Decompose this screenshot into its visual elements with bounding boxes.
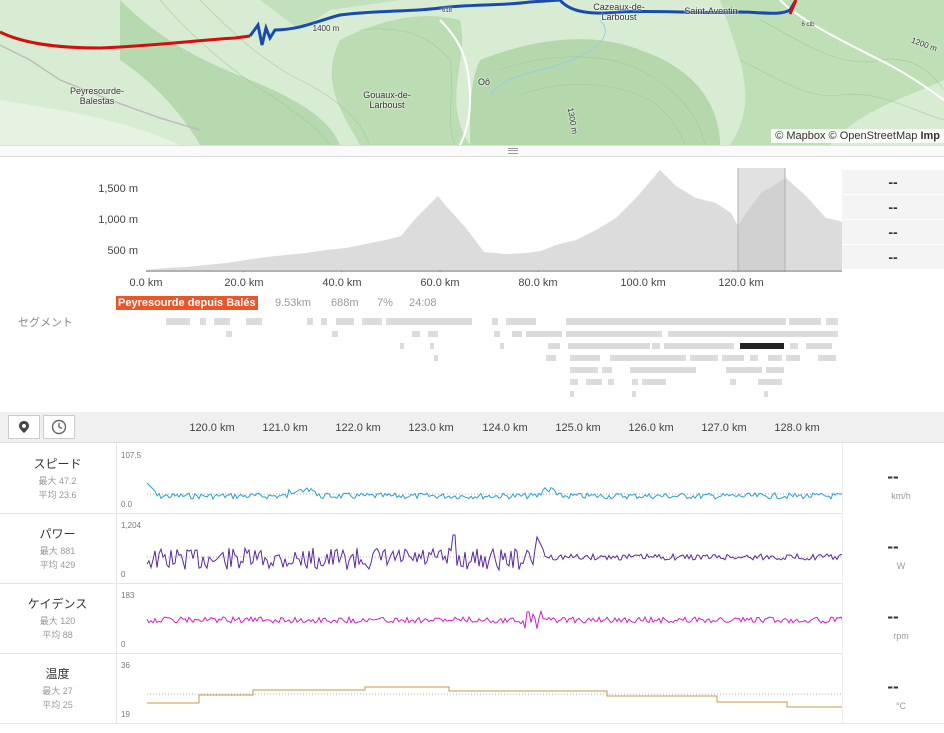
stream-value: -- <box>887 677 899 696</box>
segment-grade: 7% <box>377 297 393 309</box>
elevation-x-label: 20.0 km <box>224 277 264 289</box>
elevation-x-label: 120.0 km <box>718 277 764 289</box>
stream-unit: rpm <box>893 631 909 641</box>
stream-max: 最大 47.2 <box>38 476 77 486</box>
stream-title: 温度 <box>45 667 70 681</box>
stream-x-label: 126.0 km <box>628 422 674 434</box>
segment-distance: 9.53km <box>275 297 312 309</box>
stream-value: -- <box>887 537 899 556</box>
stream-x-label: 120.0 km <box>189 422 235 434</box>
stream-y-max: 1,204 <box>121 521 142 530</box>
stream-avg: 平均 25 <box>42 700 73 710</box>
temperature-series-line <box>147 686 843 708</box>
stream-max: 最大 881 <box>39 546 76 556</box>
elevation-x-label: 60.0 km <box>420 277 460 289</box>
stream-title: ケイデンス <box>27 597 88 611</box>
map-label-cazeaux: Cazeaux-de- Larboust <box>593 2 645 22</box>
elevation-chart[interactable] <box>146 168 842 272</box>
stream-chart-area[interactable] <box>116 653 843 723</box>
stream-unit: W <box>896 561 906 571</box>
power-line-chart[interactable] <box>117 513 844 583</box>
stream-avg: 平均 23.6 <box>38 490 77 500</box>
segments-track[interactable] <box>146 316 842 400</box>
stream-y-max: 107.5 <box>121 451 142 460</box>
stream-speed[interactable]: スピード 最大 47.2 平均 23.6 107.5 0.0 -- km/h <box>0 443 944 514</box>
map-label-6ctb: 6 ctb <box>801 22 815 28</box>
cadence-series-line <box>146 609 844 629</box>
stream-power[interactable]: パワー 最大 881 平均 429 1,204 0 -- W <box>0 513 944 584</box>
stream-cadence[interactable]: ケイデンス 最大 120 平均 88 183 0 -- rpm <box>0 583 944 654</box>
pin-button[interactable] <box>8 415 40 439</box>
stream-chart-area[interactable] <box>116 443 844 513</box>
stream-x-label: 125.0 km <box>555 422 601 434</box>
clock-icon <box>51 419 67 435</box>
stream-y-max: 183 <box>121 591 135 600</box>
stream-avg: 平均 88 <box>42 630 73 640</box>
elevation-stat-2: -- <box>842 195 944 220</box>
clock-button[interactable] <box>43 415 75 439</box>
route-map[interactable]: Peyresourde- Balestas Gouaux-de- Larboust … <box>0 0 944 145</box>
stream-unit: °C <box>895 701 907 711</box>
stream-value: -- <box>887 467 899 486</box>
map-label-618: 618 <box>441 8 452 14</box>
stream-toolbar: 120.0 km 121.0 km 122.0 km 123.0 km 124.… <box>0 412 944 443</box>
elevation-y-label: 500 m <box>107 245 138 257</box>
elevation-x-label: 0.0 km <box>129 277 163 289</box>
speed-series-line <box>146 482 844 500</box>
stream-title: パワー <box>39 527 76 541</box>
power-series-line <box>146 534 844 572</box>
elevation-stat-4: -- <box>842 245 944 270</box>
stream-x-label: 122.0 km <box>335 422 381 434</box>
stream-y-min: 0.0 <box>121 500 133 509</box>
grip-icon <box>508 148 518 154</box>
stream-side-panel <box>842 653 944 723</box>
stream-side-panel <box>842 583 944 653</box>
elevation-y-label: 1,000 m <box>98 214 138 226</box>
elevation-stat-3: -- <box>842 220 944 245</box>
stream-avg: 平均 429 <box>39 560 76 570</box>
temperature-line-chart[interactable] <box>117 653 843 723</box>
stream-y-min: 0 <box>121 640 126 649</box>
map-label-oo: Oô <box>477 77 490 87</box>
map-canvas[interactable] <box>0 0 944 145</box>
cadence-line-chart[interactable] <box>117 583 844 653</box>
segment-elevation: 688m <box>331 297 359 309</box>
map-label-1400m: 1400 m <box>312 24 340 33</box>
map-resize-handle[interactable] <box>0 145 944 157</box>
map-label-gouaux: Gouaux-de- Larboust <box>363 90 411 110</box>
stream-max: 最大 27 <box>42 686 73 696</box>
stream-side-panel <box>842 443 944 513</box>
elevation-x-label: 80.0 km <box>518 277 558 289</box>
segments-label: セグメント <box>18 317 73 329</box>
stream-chart-area[interactable] <box>116 583 844 653</box>
stream-value: -- <box>887 607 899 626</box>
map-label-peyresourde: Peyresourde- Balestas <box>69 86 125 106</box>
elevation-stat-1: -- <box>842 170 944 195</box>
stream-x-label: 128.0 km <box>774 422 820 434</box>
segment-time: 24:08 <box>409 297 437 309</box>
stream-max: 最大 120 <box>39 616 76 626</box>
segment-badge[interactable]: Peyresourde depuis Balés <box>116 296 258 310</box>
stream-x-label: 127.0 km <box>701 422 747 434</box>
stream-title: スピード <box>33 457 82 471</box>
stream-y-min: 0 <box>121 570 126 579</box>
stream-x-label: 121.0 km <box>262 422 308 434</box>
speed-line-chart[interactable] <box>117 443 844 513</box>
stream-x-label: 124.0 km <box>482 422 528 434</box>
stream-y-max: 36 <box>121 661 130 670</box>
stream-unit: km/h <box>891 491 911 501</box>
stream-side-panel <box>842 513 944 583</box>
map-label-saint-aventin: Saint-Aventin <box>684 6 738 16</box>
elevation-y-label: 1,500 m <box>98 183 138 195</box>
elevation-x-label: 40.0 km <box>322 277 362 289</box>
stream-x-label: 123.0 km <box>408 422 454 434</box>
stream-chart-area[interactable] <box>116 513 844 583</box>
pin-icon <box>19 421 29 433</box>
stream-y-min: 19 <box>121 710 130 719</box>
elevation-x-label: 100.0 km <box>620 277 666 289</box>
stream-temperature[interactable]: 温度 最大 27 平均 25 36 19 -- °C <box>0 653 944 724</box>
map-attribution[interactable]: © Mapbox © OpenStreetMap Imp <box>771 129 944 143</box>
